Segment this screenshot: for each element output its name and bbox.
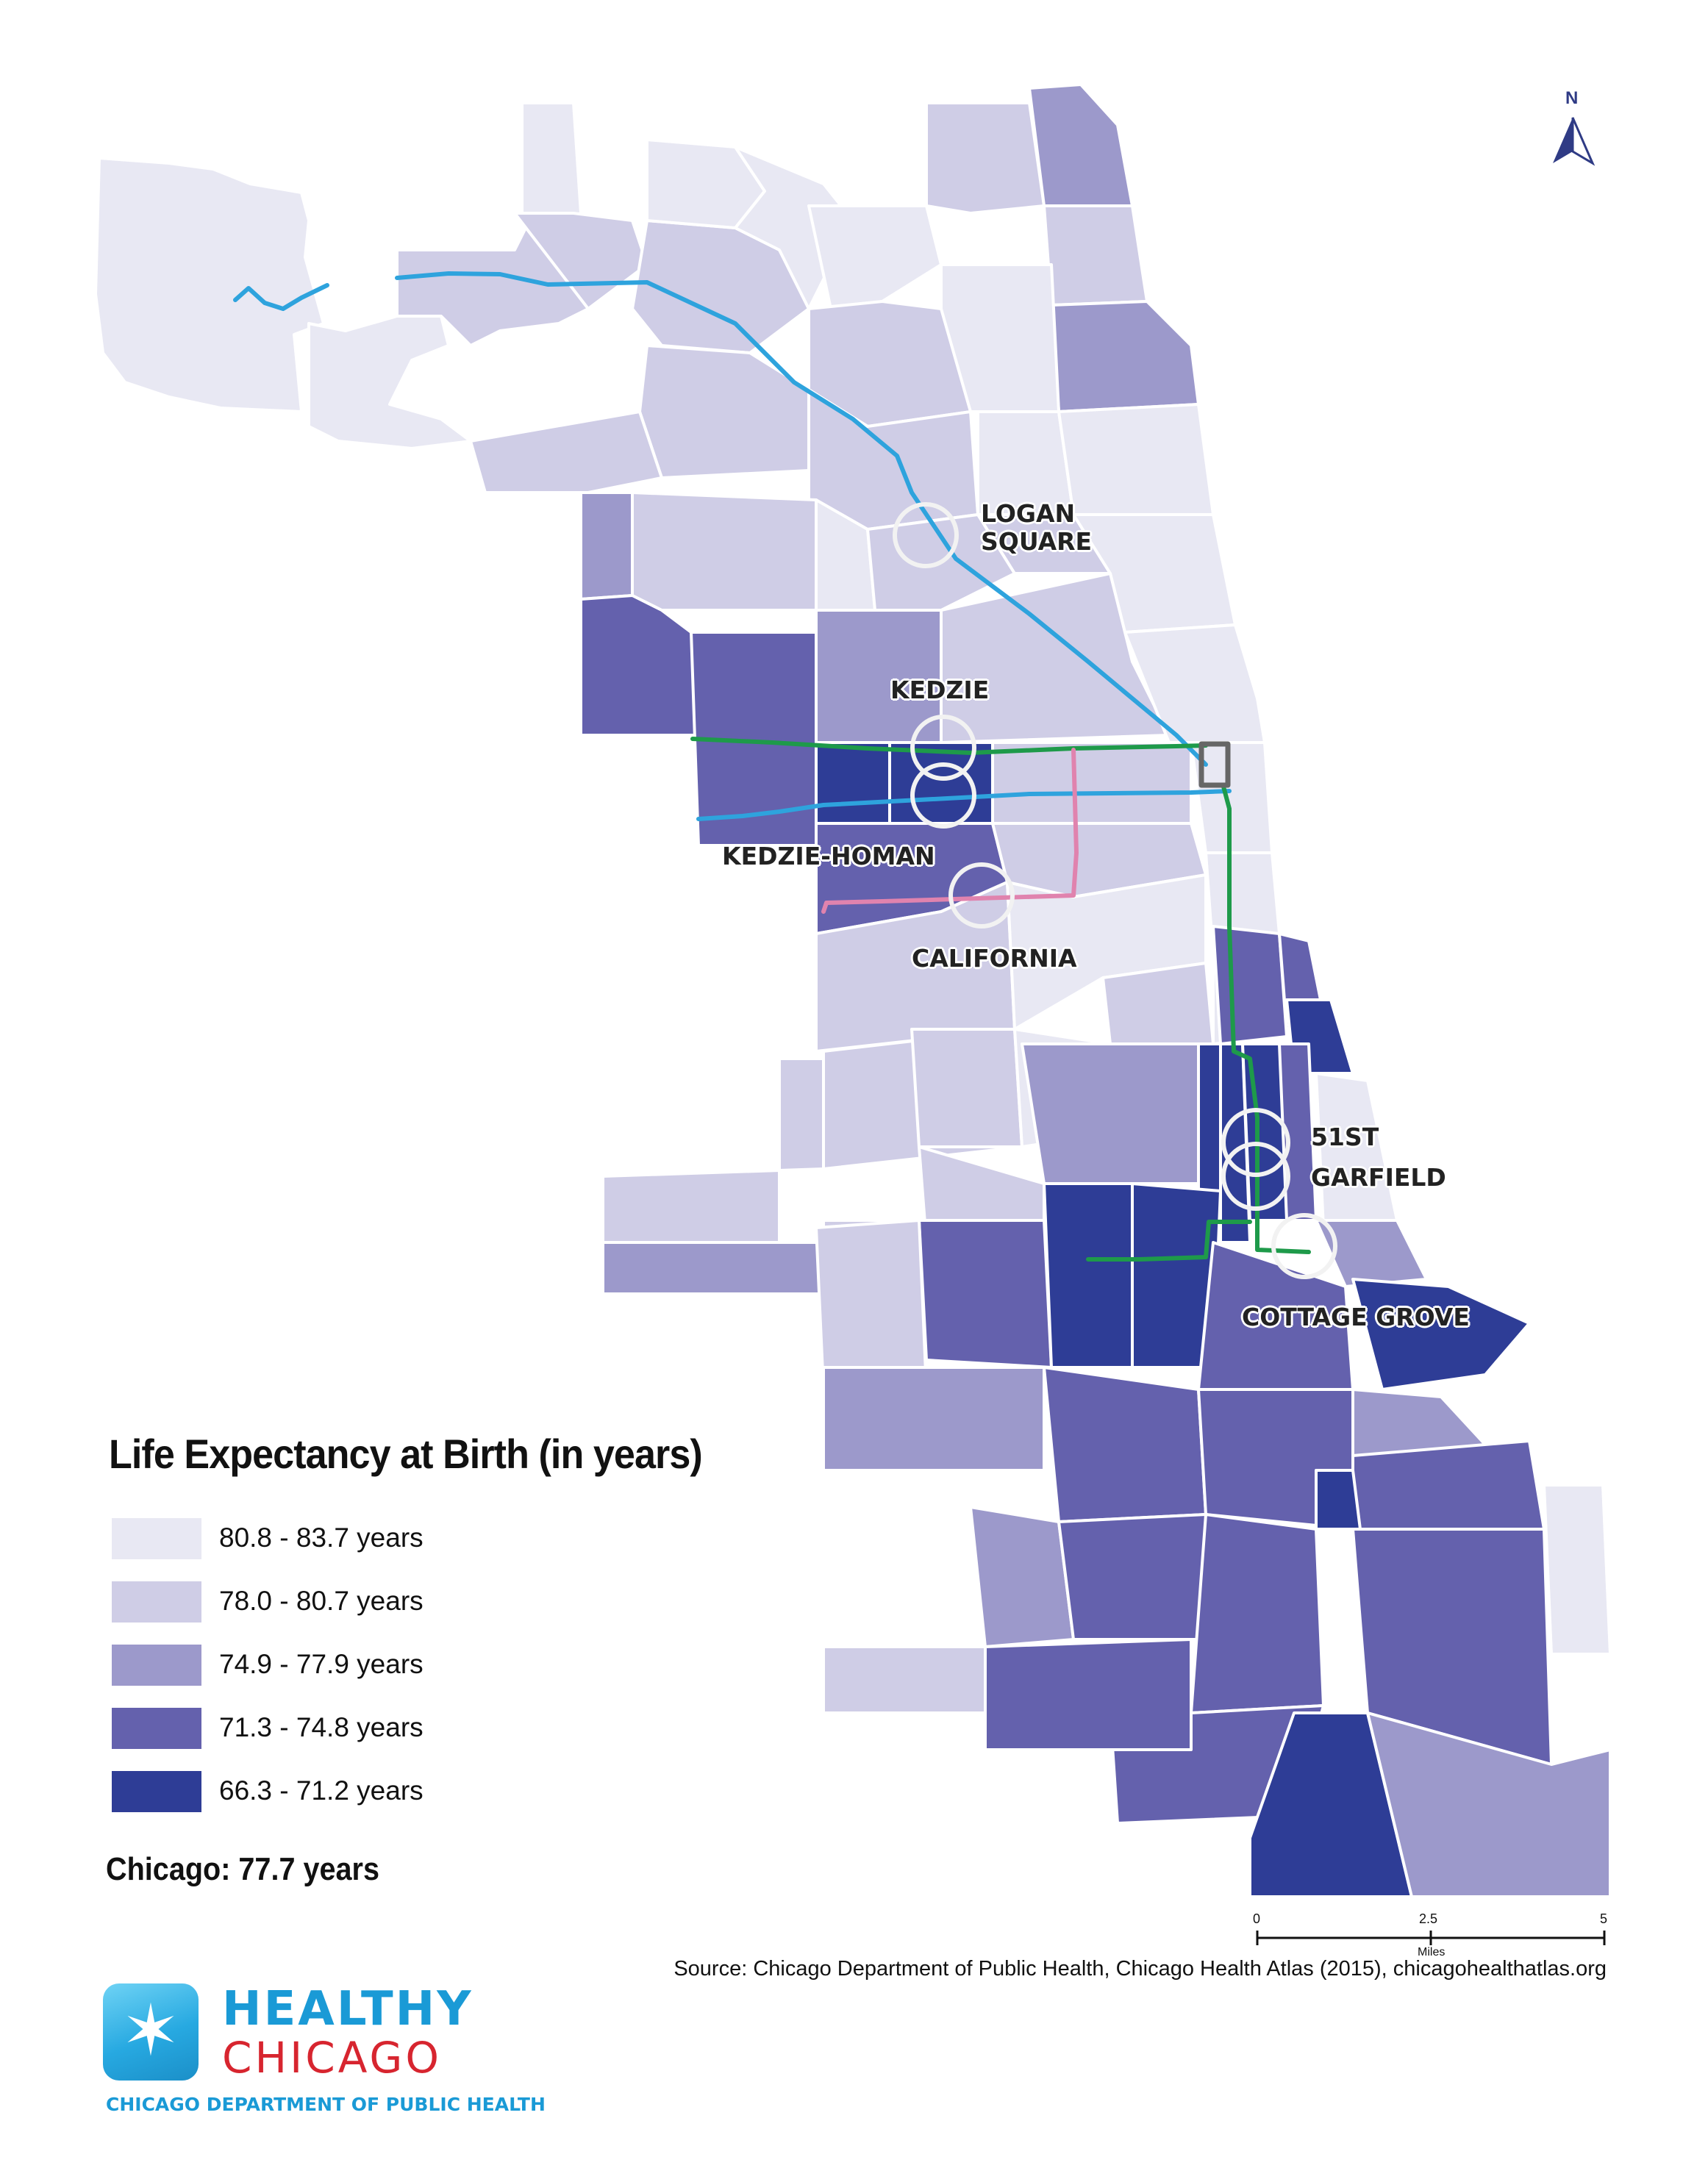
north-arrow-icon (1553, 117, 1596, 166)
station-label-california: CALIFORNIA (912, 944, 1077, 973)
area-morgan-park (1057, 1513, 1215, 1641)
area-clearing (601, 1241, 825, 1295)
area-ohare (94, 157, 325, 413)
station-circle-kedzie-homan (910, 762, 976, 829)
area-englewood (1043, 1182, 1134, 1369)
area-norwood-park (396, 219, 590, 347)
blue-line-west (696, 789, 1232, 821)
area-west-ridge (925, 101, 1046, 215)
station-label-kedzie: KEDZIE (890, 676, 990, 704)
source-credit: Source: Chicago Department of Public Hea… (673, 1957, 1607, 1981)
legend-swatch (112, 1518, 201, 1559)
area-auburn-gresham (822, 1366, 1046, 1472)
legend-swatch (112, 1645, 201, 1686)
city-total: Chicago: 77.7 years (106, 1851, 379, 1887)
station-label-logan-square: LOGAN SQUARE (981, 500, 1113, 556)
station-circle-kedzie (910, 715, 976, 781)
area-portage-park (638, 344, 810, 479)
station-circle-cottage-grove (1271, 1213, 1337, 1279)
area-montclare (579, 491, 634, 601)
legend-title: Life Expectancy at Birth (in years) (109, 1431, 703, 1477)
area-woodlawn (1315, 1219, 1428, 1288)
area-brighton-park (910, 1028, 1023, 1148)
area-gage-park (1021, 1042, 1222, 1185)
station-label-garfield: GARFIELD (1311, 1163, 1446, 1192)
logo-word-chicago: CHICAGO (222, 2033, 442, 2083)
area-lakeview (1057, 403, 1215, 516)
legend-swatch (112, 1581, 201, 1623)
station-circle-logan-square (893, 502, 959, 568)
area-edison-park (521, 101, 582, 222)
healthy-chicago-logo: ✶ HEALTHY CHICAGO CHICAGO DEPARTMENT OF … (103, 1982, 546, 2123)
blue-line-ohare (233, 283, 329, 311)
area-edgewater (1043, 204, 1148, 307)
blue-line-northwest (395, 271, 1208, 767)
area-bridgeport (1101, 962, 1215, 1045)
station-circle-51st (1221, 1108, 1290, 1177)
area-rogers-park (1028, 83, 1134, 207)
star-icon: ✶ (121, 1989, 181, 2072)
area-galewood (579, 594, 700, 737)
transit-lines (233, 271, 1311, 1262)
scale-bar (1256, 1931, 1606, 1945)
north-label: N (1565, 88, 1579, 108)
station-markers (893, 502, 1337, 1279)
station-circle-garfield (1221, 1142, 1290, 1211)
area-washington-heights (1043, 1366, 1207, 1523)
scale-tick-5: 5 (1600, 1911, 1608, 1926)
area-beverly (969, 1506, 1075, 1648)
station-label-51st: 51ST (1311, 1123, 1379, 1151)
area-garfield-ridge (601, 1057, 825, 1244)
station-label-cottage-grove: COTTAGE GROVE (1242, 1303, 1470, 1331)
scale-tick-0: 0 (1253, 1911, 1261, 1926)
area-west-town (991, 741, 1193, 825)
pink-line (821, 748, 1079, 914)
legend-label: 74.9 - 77.9 years (219, 1649, 424, 1679)
area-dunning (469, 410, 663, 494)
area-east-side (1543, 1484, 1612, 1656)
legend-label: 78.0 - 80.7 years (219, 1586, 424, 1616)
area-south-shore (1351, 1278, 1531, 1391)
area-uptown (1050, 300, 1200, 413)
scale-tick-2-5: 2.5 (1419, 1911, 1438, 1926)
logo-tile: ✶ (103, 1983, 199, 2081)
area-pullman (1315, 1469, 1362, 1531)
green-line-south (1221, 784, 1311, 1254)
area-calumet-heights (1351, 1439, 1546, 1531)
area-roseland (1190, 1513, 1325, 1714)
area-douglas (1212, 925, 1288, 1045)
station-label-kedzie-homan: KEDZIE-HOMAN (722, 842, 935, 870)
area-hegewisch (1366, 1711, 1612, 1898)
legend-label: 80.8 - 83.7 years (219, 1523, 424, 1553)
loop-elevated (1198, 741, 1231, 788)
area-beverly-sw (984, 1638, 1193, 1751)
legend-swatch (112, 1771, 201, 1812)
green-line-west (690, 737, 1208, 755)
community-areas (94, 83, 1612, 1898)
legend-swatch (112, 1708, 201, 1749)
green-line-ashland (1086, 1220, 1252, 1262)
area-riverdale (1248, 1711, 1413, 1898)
area-west-englewood (918, 1219, 1053, 1369)
station-circle-california (948, 862, 1015, 929)
area-belmont-cragin (631, 491, 818, 612)
legend-label: 66.3 - 71.2 years (219, 1775, 424, 1806)
station-label-logan-square-text: LOGAN SQUARE (981, 499, 1093, 556)
logo-department: CHICAGO DEPARTMENT OF PUBLIC HEALTH (106, 2094, 546, 2115)
area-mount-greenwood (822, 1645, 994, 1714)
area-far-northwest (307, 315, 472, 450)
legend-label: 71.3 - 74.8 years (219, 1712, 424, 1742)
area-ashburn (815, 1219, 928, 1391)
logo-word-healthy: HEALTHY (222, 1982, 474, 2036)
scale-unit: Miles (1418, 1946, 1446, 1958)
area-lincolnwood-edge (807, 204, 943, 310)
area-west-garfield (815, 741, 891, 825)
